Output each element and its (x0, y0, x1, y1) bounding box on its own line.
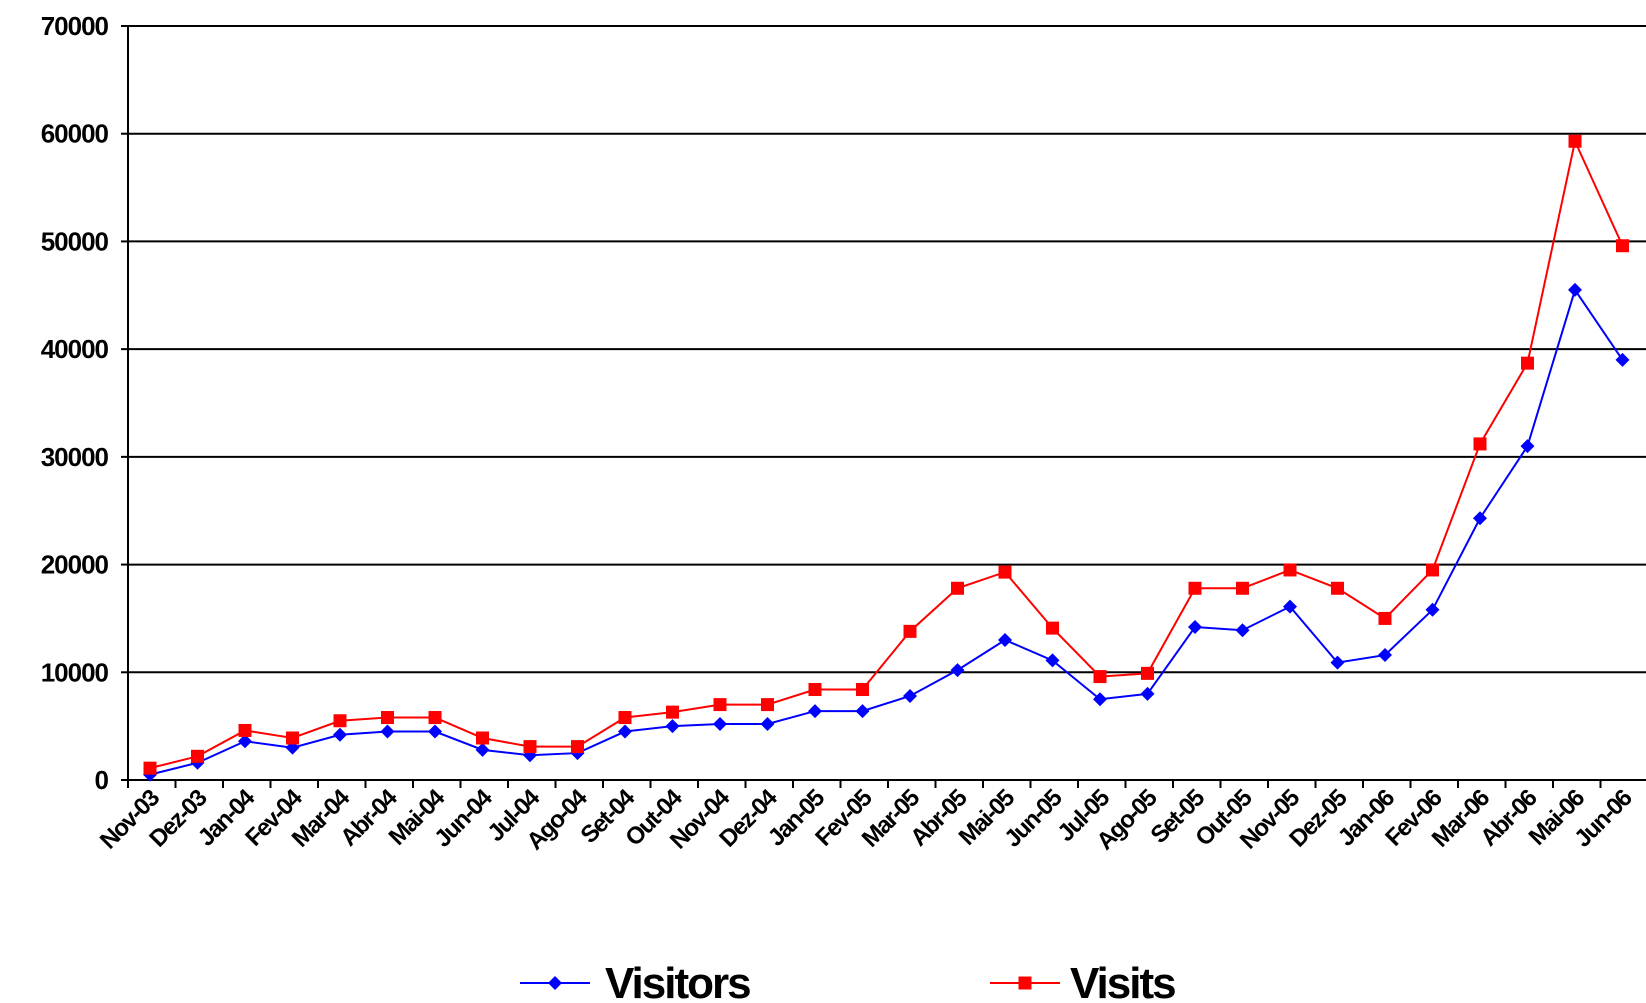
point-visits-Nov-04 (713, 698, 727, 712)
point-visitors-Jan-05 (808, 704, 822, 719)
point-visits-Mar-04 (333, 714, 347, 728)
point-visits-Dez-05 (1331, 581, 1344, 595)
point-visits-Fev-04 (286, 731, 299, 745)
y-tick-label-20000: 20000 (41, 550, 109, 580)
point-visitors-Fev-05 (855, 704, 870, 719)
point-visits-Jan-05 (808, 683, 822, 697)
legend-marker-visits (1018, 976, 1032, 990)
legend: Visitors Visits (520, 959, 1177, 1003)
point-visitors-Mai-04 (428, 724, 442, 739)
point-visits-Jul-04 (523, 740, 537, 754)
legend-marker-visitors (548, 976, 562, 990)
point-visits-Mai-05 (998, 565, 1012, 579)
point-visitors-Jun-05 (1045, 653, 1060, 668)
y-tick-label-60000: 60000 (41, 119, 109, 149)
x-tick-label-Jun-04: Jun-04 (429, 784, 498, 853)
point-visitors-Jan-06 (1378, 648, 1392, 663)
x-axis-tick-labels: Nov-03Dez-03Jan-04Fev-04Mar-04Abr-04Mai-… (95, 784, 1638, 856)
legend-label-visitors: Visitors (605, 959, 750, 1003)
series (143, 134, 1630, 782)
point-visits-Mai-04 (428, 711, 442, 725)
point-visits-Set-05 (1188, 581, 1202, 595)
y-tick-label-50000: 50000 (41, 226, 109, 256)
point-visits-Jul-05 (1093, 670, 1107, 684)
point-visitors-Jun-06 (1615, 352, 1630, 367)
series-line-visitors (149, 287, 1624, 776)
y-tick-label-70000: 70000 (41, 11, 109, 41)
point-visits-Nov-05 (1283, 563, 1297, 577)
axes (121, 25, 1646, 788)
point-visitors-Mar-06 (1473, 511, 1487, 526)
point-visits-Fev-05 (856, 683, 869, 697)
point-visits-Abr-05 (951, 581, 964, 595)
point-visitors-Jul-05 (1093, 692, 1107, 707)
gridlines (128, 25, 1646, 674)
point-visitors-Abr-05 (950, 663, 965, 678)
point-visits-Fev-06 (1426, 563, 1439, 577)
point-visits-Mai-06 (1568, 134, 1582, 148)
point-visits-Nov-03 (143, 761, 157, 775)
point-visits-Jan-06 (1378, 611, 1392, 625)
point-visitors-Nov-04 (713, 716, 727, 731)
point-visits-Jan-04 (238, 723, 252, 737)
point-visits-Dez-04 (761, 698, 774, 712)
point-visitors-Jun-04 (475, 742, 490, 757)
point-visitors-Mar-04 (333, 727, 347, 742)
point-visitors-Jan-04 (238, 734, 252, 749)
point-visits-Out-05 (1236, 581, 1249, 595)
point-visitors-Abr-04 (380, 724, 395, 739)
y-axis-tick-labels: 0 10000 20000 30000 40000 50000 60000 70000 (41, 11, 110, 795)
point-visitors-Fev-06 (1425, 602, 1440, 617)
point-visitors-Out-05 (1235, 623, 1250, 638)
series-line-visits (149, 138, 1624, 770)
legend-label-visits: Visits (1070, 959, 1175, 1003)
point-visitors-Abr-06 (1520, 439, 1535, 454)
point-visitors-Set-05 (1188, 620, 1202, 635)
point-visits-Jun-05 (1046, 621, 1059, 635)
point-visits-Out-04 (666, 705, 679, 719)
point-visits-Mar-05 (903, 624, 917, 638)
point-visits-Dez-03 (191, 749, 204, 763)
point-visits-Ago-04 (571, 740, 584, 754)
point-visits-Abr-06 (1521, 356, 1534, 370)
point-visitors-Mai-05 (998, 632, 1012, 647)
y-tick-label-40000: 40000 (41, 334, 109, 364)
point-visitors-Set-04 (618, 724, 632, 739)
point-visits-Mar-06 (1473, 437, 1487, 451)
point-visits-Abr-04 (381, 711, 394, 725)
point-visits-Ago-05 (1141, 666, 1154, 680)
y-tick-label-10000: 10000 (41, 657, 109, 687)
point-visitors-Dez-05 (1330, 655, 1345, 670)
point-visits-Jun-06 (1616, 239, 1629, 253)
point-visits-Set-04 (618, 711, 632, 725)
point-visitors-Mai-06 (1568, 282, 1582, 297)
point-visitors-Nov-05 (1283, 599, 1297, 614)
y-tick-label-0: 0 (95, 765, 109, 795)
y-tick-label-30000: 30000 (41, 442, 109, 472)
point-visits-Jun-04 (476, 731, 489, 745)
point-visitors-Mar-05 (903, 688, 917, 703)
point-visitors-Dez-04 (760, 716, 775, 731)
point-visitors-Ago-05 (1140, 686, 1155, 701)
point-visitors-Out-04 (665, 719, 680, 734)
